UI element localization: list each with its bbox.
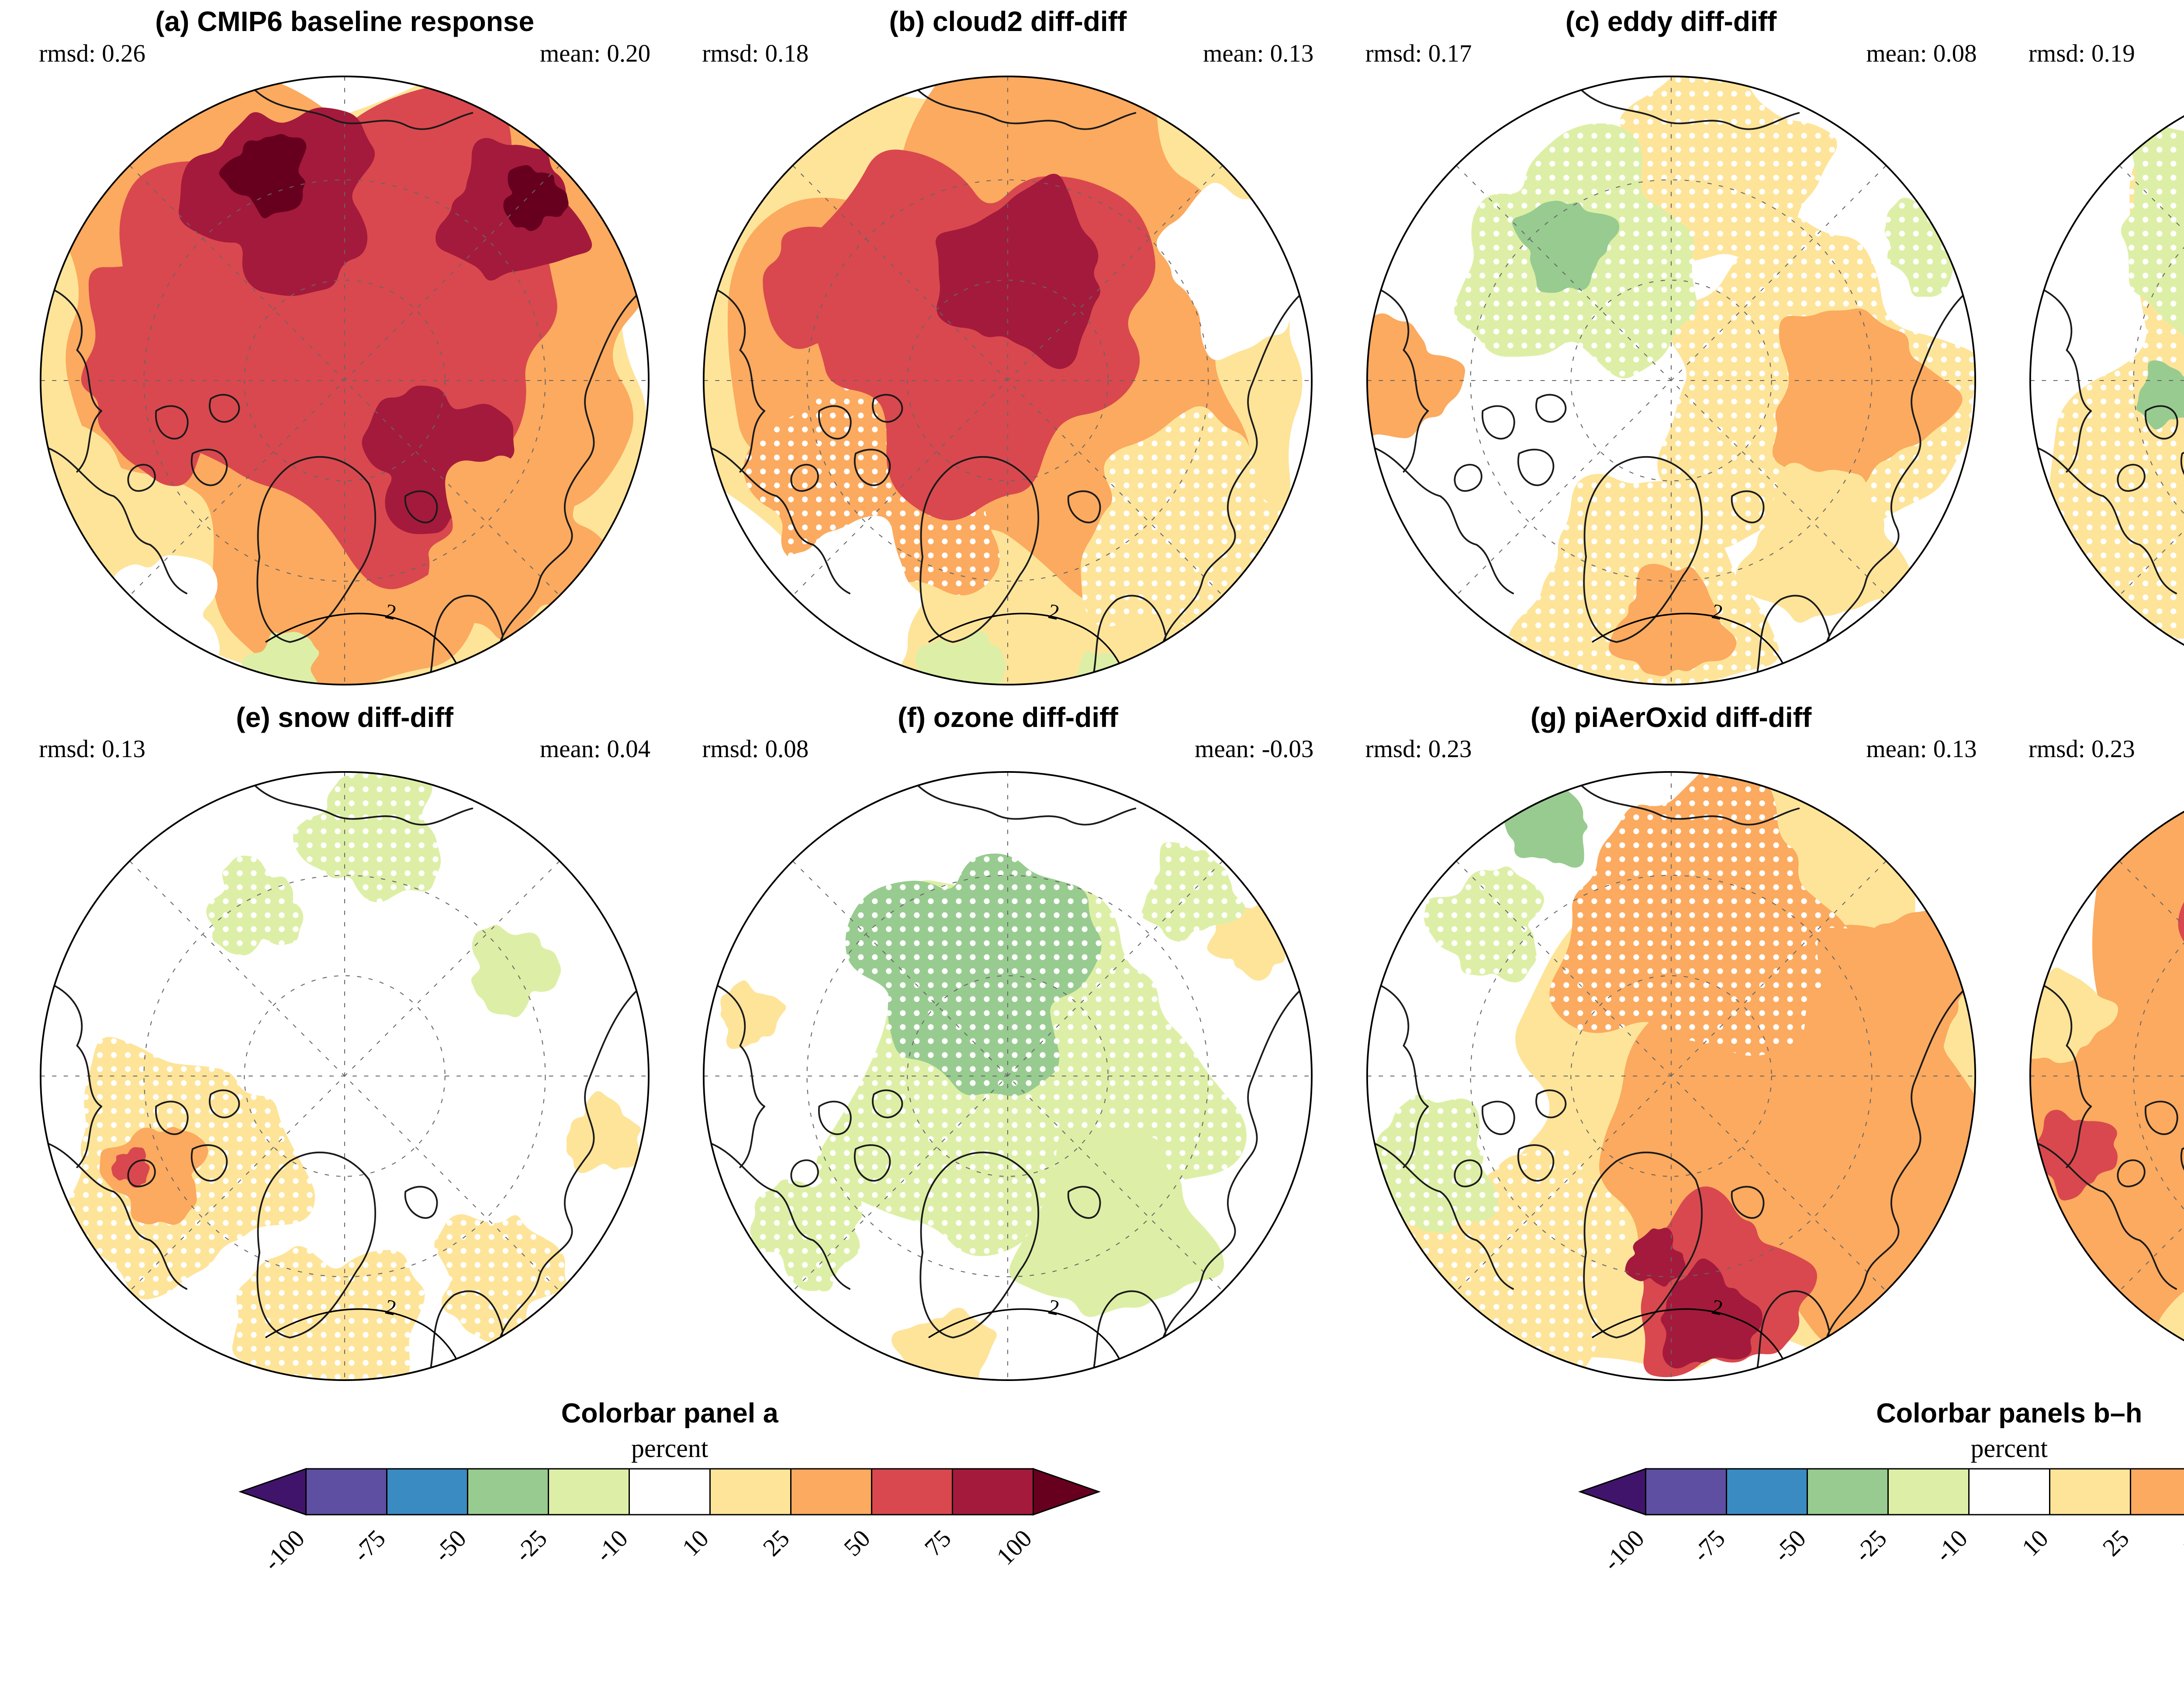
panel-f: (f) ozone diff-diff rmsd: 0.08 mean: -0.… (676, 702, 1339, 1387)
panel-stats-f: rmsd: 0.08 mean: -0.03 (702, 735, 1313, 763)
svg-text:-25: -25 (1849, 1525, 1892, 1568)
polar-map-f: 2 (703, 771, 1313, 1381)
rmsd-value-d: rmsd: 0.19 (2028, 39, 2135, 67)
mean-value-e: mean: 0.04 (539, 735, 651, 763)
panels-grid: (a) CMIP6 baseline response rmsd: 0.26 m… (13, 6, 2184, 1387)
panel-a: (a) CMIP6 baseline response rmsd: 0.26 m… (13, 6, 676, 691)
svg-text:50: 50 (2178, 1525, 2184, 1562)
svg-text:100: 100 (992, 1525, 1037, 1571)
colorbar-block-a: Colorbar panel a percent -100 -75 -50 -25 -1… (0, 1398, 1340, 1595)
panel-title-g: (g) piAerOxid diff-diff (1530, 701, 1812, 733)
polar-map-b: 2 (703, 75, 1313, 685)
panel-stats-d: rmsd: 0.19 mean: 0.06 (2028, 39, 2184, 68)
panel-title-b: (b) cloud2 diff-diff (889, 6, 1127, 37)
mean-value-f: mean: -0.03 (1195, 735, 1314, 763)
svg-text:-100: -100 (1598, 1525, 1649, 1576)
svg-text:10: 10 (2017, 1525, 2054, 1562)
panel-e: (e) snow diff-diff rmsd: 0.13 mean: 0.04… (13, 702, 676, 1387)
polar-map-e: 2 (40, 771, 650, 1381)
panel-g: (g) piAerOxid diff-diff rmsd: 0.23 mean:… (1340, 702, 2003, 1387)
svg-text:-75: -75 (1687, 1525, 1730, 1568)
mean-value-c: mean: 0.08 (1866, 39, 1977, 67)
polar-map-h: 2 (2029, 772, 2184, 1381)
rmsd-value-c: rmsd: 0.17 (1365, 39, 1472, 67)
svg-text:-50: -50 (429, 1525, 472, 1568)
rmsd-value-h: rmsd: 0.23 (2028, 735, 2135, 763)
panel-title-a: (a) CMIP6 baseline response (155, 6, 535, 37)
rmsd-value-g: rmsd: 0.23 (1365, 735, 1472, 763)
panel-h: (h) ScenarioMIP range rmsd: 0.23 mean: 0… (2003, 702, 2184, 1387)
mean-value-g: mean: 0.13 (1866, 735, 1977, 763)
polar-map-a: 2 (40, 75, 650, 685)
svg-text:75: 75 (919, 1525, 957, 1562)
polar-map-d: 2 (2029, 76, 2184, 682)
colorbar-units-a: percent (631, 1434, 708, 1463)
panel-stats-b: rmsd: 0.18 mean: 0.13 (702, 39, 1313, 68)
svg-text:50: 50 (839, 1525, 876, 1562)
svg-text:10: 10 (677, 1525, 714, 1562)
panel-title-f: (f) ozone diff-diff (898, 701, 1118, 733)
polar-map-c: 2 (1366, 75, 1976, 685)
mean-value-b: mean: 0.13 (1203, 39, 1314, 67)
svg-text:-25: -25 (510, 1525, 553, 1568)
rmsd-value-e: rmsd: 0.13 (39, 735, 145, 763)
svg-text:-10: -10 (591, 1525, 633, 1568)
panel-c: (c) eddy diff-diff rmsd: 0.17 mean: 0.08… (1340, 6, 2003, 691)
svg-text:25: 25 (2098, 1525, 2135, 1562)
colorbar-a: -100 -75 -50 -25 -10 10 25 50 75 100 (238, 1468, 1101, 1576)
colorbar-title-a: Colorbar panel a (561, 1398, 778, 1429)
panel-title-c: (c) eddy diff-diff (1565, 6, 1777, 37)
colorbar-block-bh: Colorbar panels b–h percent -100 -75 -50 -2… (1340, 1398, 2184, 1595)
svg-text:25: 25 (758, 1525, 795, 1562)
colorbar-units-bh: percent (1970, 1434, 2048, 1463)
svg-text:-100: -100 (259, 1525, 310, 1576)
panel-title-e: (e) snow diff-diff (236, 701, 453, 733)
polar-map-g: 2 (1366, 771, 1976, 1381)
panel-stats-e: rmsd: 0.13 mean: 0.04 (39, 735, 650, 763)
panel-b: (b) cloud2 diff-diff rmsd: 0.18 mean: 0.… (676, 6, 1339, 691)
svg-text:-10: -10 (1930, 1525, 1973, 1568)
rmsd-value-b: rmsd: 0.18 (702, 39, 809, 67)
svg-text:-75: -75 (348, 1525, 391, 1568)
mean-value-a: mean: 0.20 (539, 39, 651, 67)
panel-stats-g: rmsd: 0.23 mean: 0.13 (1365, 735, 1977, 763)
svg-text:-50: -50 (1768, 1525, 1811, 1568)
colorbars-section: Colorbar panel a percent -100 -75 -50 -25 -1… (0, 1398, 2184, 1595)
colorbar-title-bh: Colorbar panels b–h (1876, 1398, 2143, 1429)
rmsd-value-a: rmsd: 0.26 (39, 39, 145, 67)
panel-d: (d) iceSheet3 diff-diff rmsd: 0.19 mean:… (2003, 6, 2184, 691)
rmsd-value-f: rmsd: 0.08 (702, 735, 809, 763)
panel-stats-a: rmsd: 0.26 mean: 0.20 (39, 39, 650, 68)
panel-stats-h: rmsd: 0.23 mean: 0.19 (2028, 735, 2184, 763)
panel-stats-c: rmsd: 0.17 mean: 0.08 (1365, 39, 1977, 68)
